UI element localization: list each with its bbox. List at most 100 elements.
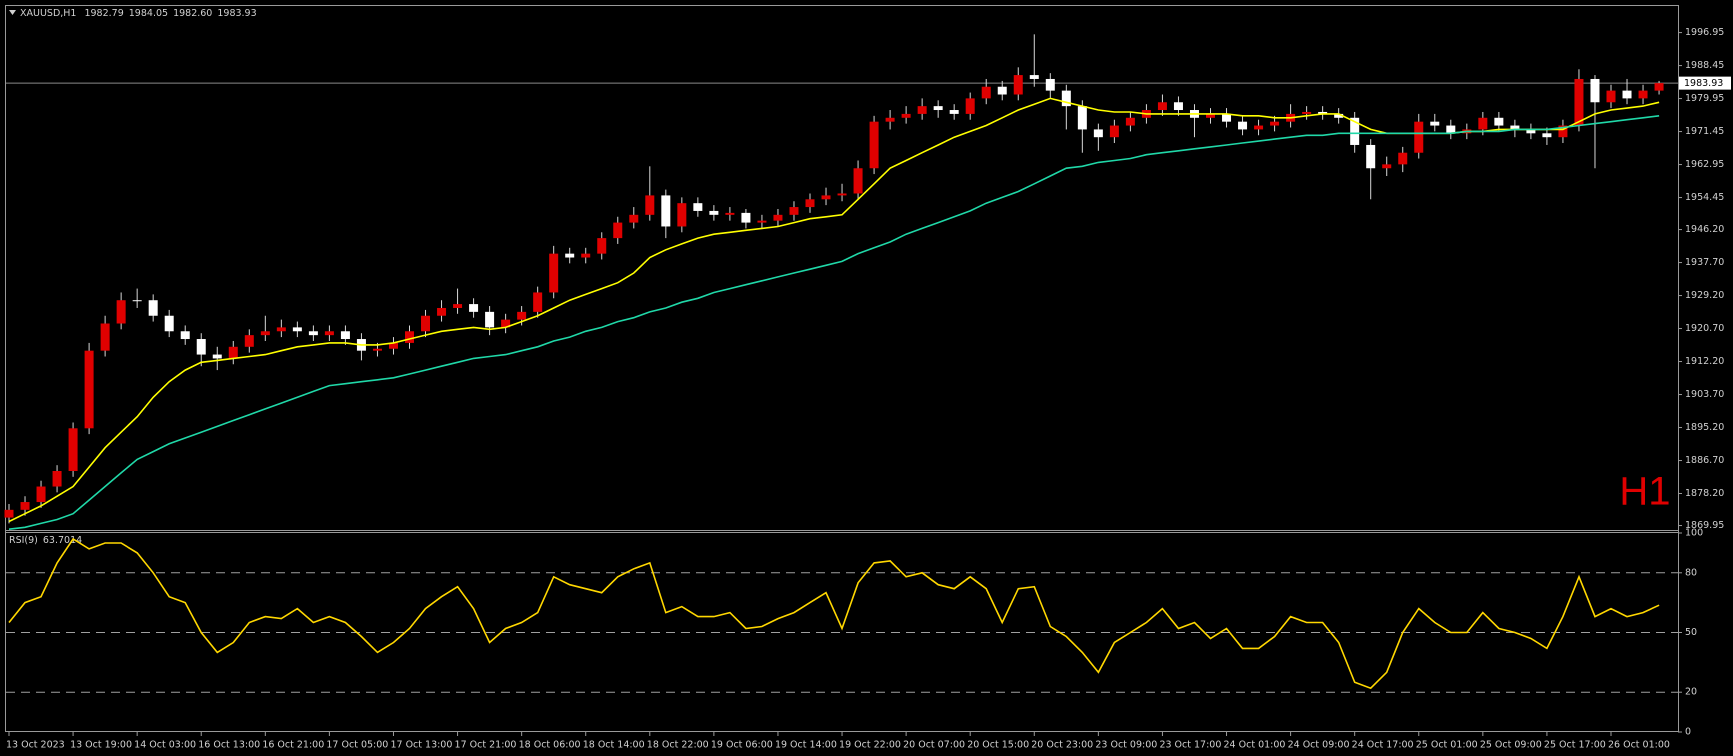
candle-body xyxy=(949,110,959,114)
candle-body xyxy=(1606,90,1616,103)
candle-body xyxy=(68,428,78,472)
candle-body xyxy=(1494,117,1504,126)
x-tick-label: 20 Oct 15:00 xyxy=(967,740,1029,751)
candle-body xyxy=(661,195,671,227)
candle-body xyxy=(1238,121,1248,130)
y-tick-label: 1869.95 xyxy=(1685,520,1724,531)
candle-body xyxy=(164,315,174,332)
candle-body xyxy=(1382,164,1392,169)
x-tick-label: 25 Oct 01:00 xyxy=(1416,740,1478,751)
x-tick-label: 18 Oct 06:00 xyxy=(519,740,581,751)
candle-body xyxy=(741,212,751,223)
candle-body xyxy=(677,203,687,227)
candle-body xyxy=(853,168,863,194)
candle-body xyxy=(260,331,270,336)
candle-body xyxy=(4,509,14,518)
candle-body xyxy=(228,346,238,359)
candle-body xyxy=(757,220,767,223)
y-tick-label: 1903.70 xyxy=(1685,389,1724,400)
y-tick-label: 1878.20 xyxy=(1685,488,1724,499)
candle-body xyxy=(453,304,463,308)
y-tick-label: 1971.45 xyxy=(1685,126,1724,137)
x-tick-label: 25 Oct 17:00 xyxy=(1544,740,1606,751)
candle-body xyxy=(1654,83,1664,91)
rsi-header: RSI(9) 63.7014 xyxy=(9,535,82,546)
x-tick-label: 19 Oct 14:00 xyxy=(775,740,837,751)
candle-body xyxy=(965,98,975,114)
menu-arrow[interactable] xyxy=(9,10,16,15)
candle-body xyxy=(100,323,110,351)
candle-body xyxy=(613,222,623,239)
candle-body xyxy=(20,502,30,510)
candle-body xyxy=(933,106,943,111)
bar-close: 1983.93 xyxy=(217,8,256,19)
y-tick-label: 1937.70 xyxy=(1685,257,1724,268)
candle-body xyxy=(340,331,350,340)
candle-body xyxy=(997,86,1007,95)
candle-body xyxy=(885,117,895,122)
candle-body xyxy=(517,311,527,320)
candle-body xyxy=(485,311,495,328)
candle-body xyxy=(1430,121,1440,126)
candle-body xyxy=(597,238,607,254)
chart-header: XAUUSD,H1 1982.79 1984.05 1982.60 1983.93 xyxy=(20,8,257,19)
bar-low: 1982.60 xyxy=(173,8,212,19)
candle-body xyxy=(917,106,927,114)
candle-body xyxy=(581,253,591,258)
y-tick-label: 50 xyxy=(1685,627,1697,638)
candle-body xyxy=(725,212,735,215)
y-tick-label: 1912.20 xyxy=(1685,356,1724,367)
candle-body xyxy=(1334,113,1344,118)
y-tick-label: 1988.45 xyxy=(1685,60,1724,71)
candle-body xyxy=(132,300,142,302)
candle-body xyxy=(84,350,94,429)
candle-body xyxy=(1157,102,1167,111)
x-tick-label: 25 Oct 09:00 xyxy=(1480,740,1542,751)
candle-body xyxy=(693,203,703,211)
candle-body xyxy=(789,207,799,215)
x-tick-label: 16 Oct 21:00 xyxy=(262,740,324,751)
x-tick-label: 16 Oct 13:00 xyxy=(198,740,260,751)
x-tick-label: 20 Oct 07:00 xyxy=(903,740,965,751)
y-tick-label: 1886.70 xyxy=(1685,455,1724,466)
candle-body xyxy=(1318,111,1328,114)
x-tick-label: 19 Oct 06:00 xyxy=(711,740,773,751)
candle-body xyxy=(1013,75,1023,95)
x-tick-label: 17 Oct 13:00 xyxy=(390,740,452,751)
candle-body xyxy=(645,195,655,215)
candle-body xyxy=(1173,102,1183,111)
candle-body xyxy=(196,339,206,355)
candle-body xyxy=(901,113,911,118)
rsi-last-value: 63.7014 xyxy=(43,535,82,546)
candle-body xyxy=(388,342,398,349)
candle-body xyxy=(1622,90,1632,99)
x-tick-label: 17 Oct 05:00 xyxy=(326,740,388,751)
candle-body xyxy=(308,331,318,336)
candle-body xyxy=(276,327,286,332)
x-tick-label: 23 Oct 09:00 xyxy=(1095,740,1157,751)
x-tick-label: 20 Oct 23:00 xyxy=(1031,740,1093,751)
y-tick-label: 0 xyxy=(1685,727,1691,738)
candle-body xyxy=(1302,111,1312,114)
candle-body xyxy=(36,486,46,503)
candle-body xyxy=(1029,75,1039,79)
y-tick-label: 1954.45 xyxy=(1685,192,1724,203)
current-price-tag xyxy=(1679,76,1731,90)
y-tick-label: 1920.70 xyxy=(1685,323,1724,334)
candle-body xyxy=(421,315,431,332)
x-tick-label: 24 Oct 17:00 xyxy=(1352,740,1414,751)
candle-body xyxy=(1206,113,1215,118)
x-tick-label: 17 Oct 21:00 xyxy=(455,740,517,751)
rsi-title: RSI(9) xyxy=(9,535,38,546)
x-tick-label: 24 Oct 09:00 xyxy=(1288,740,1350,751)
candle-body xyxy=(629,214,639,223)
candle-body xyxy=(437,307,447,316)
bar-high: 1984.05 xyxy=(129,8,168,19)
y-tick-label: 1962.95 xyxy=(1685,159,1724,170)
candle-body xyxy=(1558,125,1568,138)
y-tick-label: 1929.20 xyxy=(1685,290,1724,301)
candle-body xyxy=(244,335,254,347)
